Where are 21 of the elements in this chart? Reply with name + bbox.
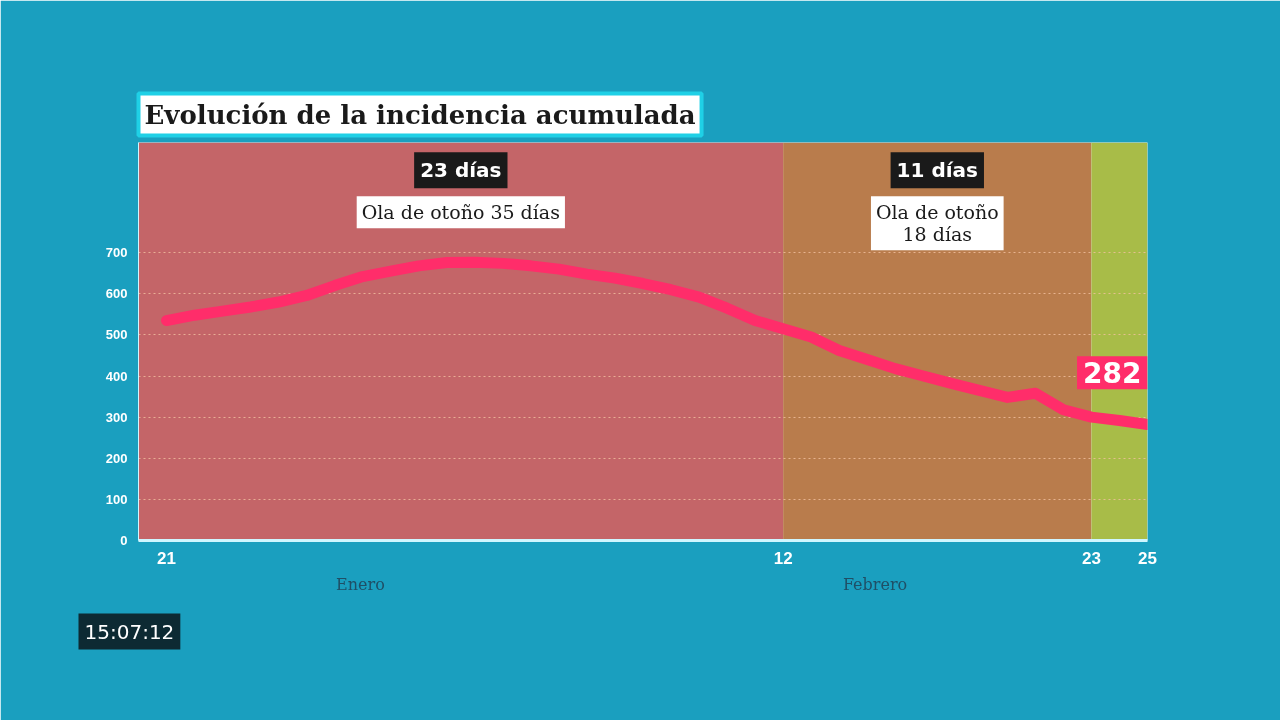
x-tick-label: 21: [157, 548, 176, 568]
y-tick-label: 200: [105, 450, 128, 466]
y-tick-label: 0: [120, 533, 128, 548]
y-tick-label: 500: [105, 327, 128, 343]
band-label: 11 días: [896, 158, 978, 183]
x-tick-label: 23: [1081, 548, 1101, 568]
band-label: 23 días: [420, 158, 502, 183]
y-tick-label: 100: [105, 491, 128, 507]
x-tick-label: 12: [773, 548, 793, 568]
annotation: 282: [1083, 357, 1142, 391]
annotation: Ola de otoño 18 días: [875, 201, 999, 246]
y-tick-label: 600: [105, 286, 128, 302]
annotation: Ola de otoño 35 días: [361, 201, 560, 224]
text: Enero: [336, 574, 385, 594]
x-tick-label: 25: [1138, 548, 1157, 568]
chart-title: Evolución de la incidencia acumulada: [144, 99, 696, 130]
text: Febrero: [842, 574, 908, 594]
y-tick-label: 300: [105, 409, 128, 425]
y-tick-label: 400: [105, 368, 128, 384]
y-tick-label: 700: [105, 245, 128, 261]
text: 15:07:12: [84, 619, 175, 644]
